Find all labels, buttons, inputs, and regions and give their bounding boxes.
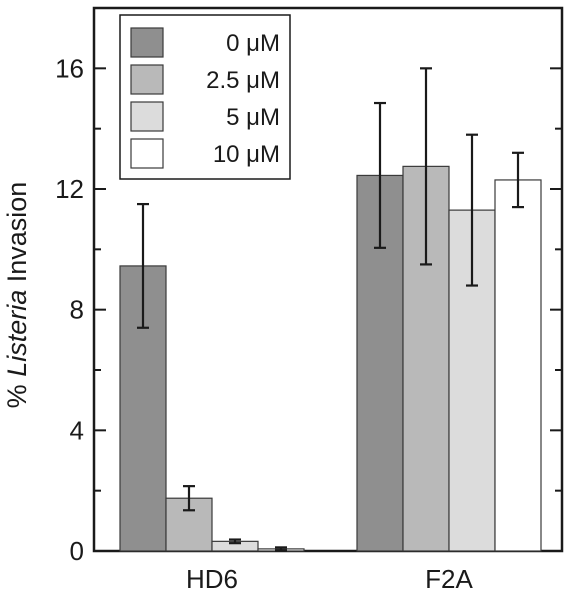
x-axis: HD6 F2A: [186, 564, 474, 594]
y-tick-label: 8: [70, 295, 84, 325]
x-category-label: F2A: [425, 564, 473, 594]
legend: 0 μM 2.5 μM 5 μM 10 μM: [119, 14, 291, 180]
plot-frame: [92, 6, 564, 553]
error-bars: [137, 67, 524, 552]
x-category-label: HD6: [186, 564, 238, 594]
legend-swatch: [130, 27, 164, 58]
y-tick-label: 4: [70, 415, 84, 445]
legend-label: 10 μM: [213, 141, 280, 168]
y-tick-label: 16: [55, 53, 84, 83]
legend-label: 0 μM: [226, 30, 280, 57]
legend-label: 2.5 μM: [206, 67, 280, 94]
y-tick-label: 0: [70, 536, 84, 566]
legend-label: 5 μM: [226, 104, 280, 131]
legend-swatch: [130, 101, 164, 132]
y-axis: 0 4 8 12 16: [55, 7, 562, 566]
legend-swatch: [130, 138, 164, 169]
bars: [119, 165, 542, 552]
bar: [494, 179, 542, 552]
y-axis-title: % Listeria Invasion: [2, 182, 32, 409]
legend-swatch: [130, 64, 164, 95]
y-tick-label: 12: [55, 174, 84, 204]
